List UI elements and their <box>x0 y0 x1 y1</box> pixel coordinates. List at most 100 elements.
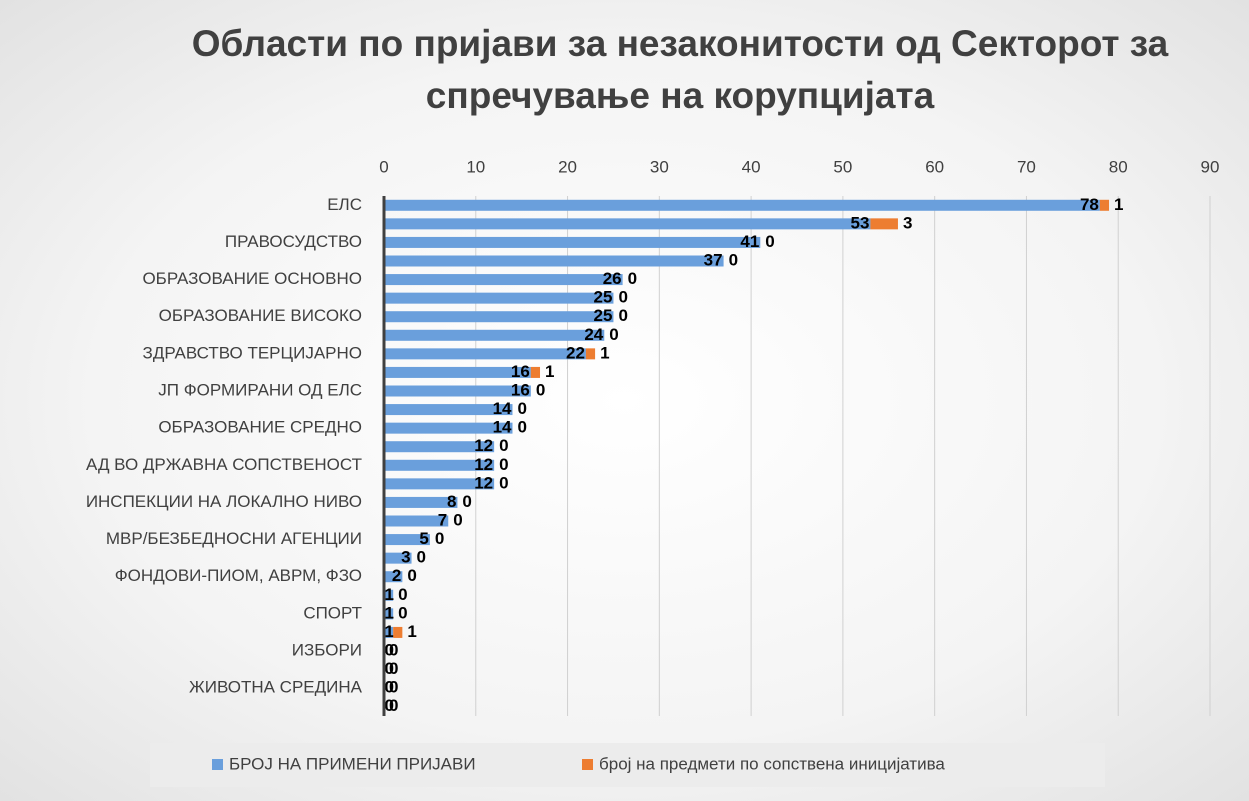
value-label: 0 <box>517 399 526 418</box>
value-label: 1 <box>545 362 554 381</box>
bar-segment <box>393 626 403 638</box>
bar-segment <box>384 478 495 490</box>
value-label: 0 <box>389 640 398 659</box>
y-tick-label: ОБРАЗОВАНИЕ ОСНОВНО <box>142 269 362 288</box>
bar-segment <box>384 608 394 620</box>
chart-title: Области по пријави за незаконитости од С… <box>191 23 1169 116</box>
bar-segment <box>870 218 898 230</box>
bar-segment <box>384 441 495 453</box>
value-label: 0 <box>609 325 618 344</box>
x-tick-label: 90 <box>1201 157 1220 176</box>
value-label: 8 <box>447 492 456 511</box>
value-label: 0 <box>385 640 394 659</box>
value-label: 0 <box>389 678 398 697</box>
value-label: 1 <box>385 622 394 641</box>
value-label: 0 <box>628 269 637 288</box>
value-label: 7 <box>438 510 447 529</box>
value-label: 0 <box>385 678 394 697</box>
value-label: 41 <box>740 232 759 251</box>
y-tick-label: СПОРТ <box>303 603 362 622</box>
value-label: 12 <box>474 473 493 492</box>
value-label: 0 <box>389 659 398 678</box>
bar-segment <box>384 496 458 508</box>
legend-swatch <box>212 759 223 770</box>
value-label: 0 <box>618 306 627 325</box>
value-label: 0 <box>435 529 444 548</box>
value-label: 0 <box>398 585 407 604</box>
value-label: 0 <box>462 492 471 511</box>
value-label: 1 <box>1114 195 1123 214</box>
bar-segment <box>530 366 541 378</box>
bar-segment <box>384 292 614 304</box>
value-label: 0 <box>385 696 394 715</box>
value-label: 22 <box>566 343 585 362</box>
value-label: 3 <box>903 213 912 232</box>
bar-segment <box>384 236 761 248</box>
legend-label: БРОЈ НА ПРИМЕНИ ПРИЈАВИ <box>229 754 476 773</box>
y-tick-label: ФОНДОВИ-ПИОМ, АВРМ, ФЗО <box>115 566 362 585</box>
value-label: 0 <box>453 510 462 529</box>
bar-segment <box>384 199 1100 211</box>
y-tick-label: МВР/БЕЗБЕДНОСНИ АГЕНЦИИ <box>106 529 362 548</box>
bar-segment <box>384 385 531 397</box>
value-label: 25 <box>594 306 613 325</box>
x-tick-label: 50 <box>833 157 852 176</box>
bar-segment <box>384 404 513 416</box>
bar-segment <box>384 626 394 638</box>
value-label: 16 <box>511 362 530 381</box>
value-label: 24 <box>584 325 603 344</box>
bar-segment <box>1099 199 1110 211</box>
bar-segment <box>384 589 394 601</box>
value-label: 2 <box>392 566 401 585</box>
value-label: 0 <box>765 232 774 251</box>
bar-segment <box>384 366 531 378</box>
value-label: 53 <box>851 213 870 232</box>
value-label: 0 <box>417 548 426 567</box>
y-tick-label: ПРАВОСУДСТВО <box>225 232 362 251</box>
y-tick-label: ИЗБОРИ <box>292 640 362 659</box>
x-tick-label: 60 <box>925 157 944 176</box>
value-label: 26 <box>603 269 622 288</box>
bar-segment <box>384 311 614 323</box>
value-label: 0 <box>389 696 398 715</box>
value-label: 14 <box>493 418 512 437</box>
y-tick-label: ОБРАЗОВАНИЕ ВИСОКО <box>159 306 362 325</box>
value-label: 5 <box>419 529 428 548</box>
x-tick-label: 0 <box>379 157 388 176</box>
bar-segment <box>384 329 605 341</box>
value-label: 25 <box>594 288 613 307</box>
bar-segment <box>384 515 449 527</box>
value-label: 0 <box>536 380 545 399</box>
y-tick-label: ЖИВОТНА СРЕДИНА <box>189 678 363 697</box>
value-label: 16 <box>511 380 530 399</box>
value-label: 37 <box>704 250 723 269</box>
y-tick-label: ОБРАЗОВАНИЕ СРЕДНО <box>158 418 362 437</box>
bar-segment <box>585 348 596 360</box>
bar-segment <box>384 255 724 267</box>
x-tick-label: 30 <box>650 157 669 176</box>
bar-segment <box>384 348 586 360</box>
x-tick-label: 80 <box>1109 157 1128 176</box>
y-tick-label: АД ВО ДРЖАВНА СОПСТВЕНОСТ <box>86 455 362 474</box>
value-label: 1 <box>407 622 416 641</box>
y-tick-label: ИНСПЕКЦИИ НА ЛОКАЛНО НИВО <box>86 492 362 511</box>
legend-box <box>150 743 1105 787</box>
bar-segment <box>384 274 623 286</box>
value-label: 14 <box>493 399 512 418</box>
value-label: 1 <box>600 343 609 362</box>
legend-swatch <box>582 759 593 770</box>
value-label: 1 <box>385 603 394 622</box>
value-label: 0 <box>499 436 508 455</box>
bar-segment <box>384 459 495 471</box>
x-tick-label: 10 <box>466 157 485 176</box>
legend-label: број на предмети по сопствена иницијатив… <box>599 754 945 773</box>
bar-segment <box>384 571 403 583</box>
y-tick-label: ЗДРАВСТВО ТЕРЦИЈАРНО <box>143 343 362 362</box>
x-tick-label: 70 <box>1017 157 1036 176</box>
value-label: 78 <box>1080 195 1099 214</box>
bar-segment <box>384 218 871 230</box>
value-label: 0 <box>398 603 407 622</box>
value-label: 12 <box>474 455 493 474</box>
